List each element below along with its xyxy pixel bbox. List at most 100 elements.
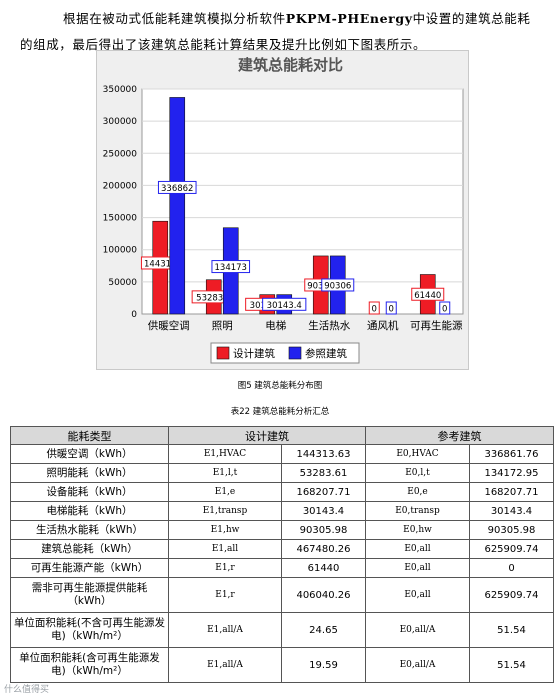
row-label: 建筑总能耗（kWh） <box>10 539 169 559</box>
design-value: 467480.26 <box>281 539 366 559</box>
row-label: 可再生能源产能（kWh） <box>10 558 169 578</box>
x-tick-label: 供暖空调 <box>148 319 190 332</box>
x-tick-label: 电梯 <box>265 319 286 332</box>
y-tick-label: 200000 <box>103 181 138 191</box>
reference-value: 30143.4 <box>469 501 554 521</box>
reference-symbol: E0,HVAC <box>365 444 470 464</box>
y-tick-label: 250000 <box>103 149 138 159</box>
legend-swatch-reference <box>288 346 302 360</box>
table-row: 建筑总能耗（kWh） E1,all 467480.26 E0,all 625909.74 <box>10 539 554 559</box>
header-energy-type: 能耗类型 <box>10 426 169 445</box>
data-label: 30143.4 <box>267 301 302 311</box>
y-tick-label: 300000 <box>103 117 138 127</box>
design-symbol: E1,transp <box>168 501 282 521</box>
table-row: 供暖空调（kWh） E1,HVAC 144313.63 E0,HVAC 336861.7… <box>10 444 554 464</box>
energy-comparison-chart: 建筑总能耗对比 0 50000 100000 150000 200000 250000 300… <box>96 50 469 370</box>
design-symbol: E1,e <box>168 482 282 502</box>
table-row: 照明能耗（kWh） E1,l,t 53283.61 E0,l,t 134172.95 <box>10 463 554 483</box>
reference-symbol: E0,all <box>365 558 470 578</box>
reference-symbol: E0,all/A <box>365 612 470 648</box>
design-symbol: E1,all <box>168 539 282 559</box>
data-label: 0 <box>442 305 447 315</box>
y-tick-label: 350000 <box>103 85 138 95</box>
reference-symbol: E0,transp <box>365 501 470 521</box>
row-label: 单位面积能耗(不含可再生能源发电)（kWh/m²） <box>10 612 169 648</box>
header-reference-building: 参考建筑 <box>365 426 554 445</box>
reference-value: 336861.76 <box>469 444 554 464</box>
data-label-box <box>439 301 451 315</box>
table-row: 电梯能耗（kWh） E1,transp 30143.4 E0,transp 30143.… <box>10 501 554 521</box>
design-symbol: E1,all/A <box>168 647 282 683</box>
x-tick-label: 照明 <box>212 320 233 332</box>
y-tick-label: 150000 <box>103 214 138 224</box>
legend-swatch-design <box>216 346 230 360</box>
x-tick-label: 可再生能源 <box>410 319 463 332</box>
table-row: 设备能耗（kWh） E1,e 168207.71 E0,e 168207.71 <box>10 482 554 502</box>
design-value: 61440 <box>281 558 366 578</box>
row-label: 供暖空调（kWh） <box>10 444 169 464</box>
reference-value: 168207.71 <box>469 482 554 502</box>
intro-rest: 中设置的建筑总能耗的组成，最后得出了该建筑总能耗计算结果及提升比例如下图表所示。 <box>20 11 531 52</box>
figure-caption: 图5 建筑总能耗分布图 <box>237 381 323 391</box>
data-label-box <box>321 278 355 292</box>
design-symbol: E1,all/A <box>168 612 282 648</box>
data-label: 0 <box>389 305 394 315</box>
chart-canvas: 建筑总能耗对比 0 50000 100000 150000 200000 250000 300… <box>103 56 464 364</box>
watermark: 什么值得买 <box>4 685 50 695</box>
table-row: 生活热水能耗（kWh） E1,hw 90305.98 E0,hw 90305.98 <box>10 520 554 540</box>
y-tick-label: 50000 <box>108 278 137 288</box>
x-tick-label: 生活热水 <box>308 319 350 332</box>
design-value: 90305.98 <box>281 520 366 540</box>
design-symbol: E1,hw <box>168 520 282 540</box>
reference-symbol: E0,hw <box>365 520 470 540</box>
design-symbol: E1,r <box>168 558 282 578</box>
row-label: 单位面积能耗(含可再生能源发电)（kWh/m²） <box>10 647 169 683</box>
design-value: 30143.4 <box>281 501 366 521</box>
data-label: 61440 <box>414 291 441 301</box>
data-label-box <box>211 260 251 274</box>
design-symbol: E1,l,t <box>168 463 282 483</box>
design-value: 406040.26 <box>281 577 366 613</box>
intro-lead: 根据在被动式低能耗建筑模拟分析软件 <box>63 11 286 26</box>
table-row: 单位面积能耗(不含可再生能源发电)（kWh/m²） E1,all/A 24.65 E0… <box>10 612 554 648</box>
data-label-box <box>411 287 445 301</box>
data-label-box <box>368 301 380 315</box>
reference-value: 625909.74 <box>469 577 554 613</box>
reference-bar <box>169 97 186 315</box>
design-value: 19.59 <box>281 647 366 683</box>
reference-symbol: E0,all <box>365 539 470 559</box>
table-row: 可再生能源产能（kWh） E1,r 61440 E0,all 0 <box>10 558 554 578</box>
design-value: 53283.61 <box>281 463 366 483</box>
data-label-box <box>262 297 307 311</box>
reference-symbol: E0,l,t <box>365 463 470 483</box>
table-row: 需非可再生能源提供能耗（kWh） E1,r 406040.26 E0,all 62590… <box>10 577 554 613</box>
design-value: 144313.63 <box>281 444 366 464</box>
data-label: 134173 <box>215 263 247 273</box>
reference-value: 51.54 <box>469 612 554 648</box>
row-label: 生活热水能耗（kWh） <box>10 520 169 540</box>
reference-symbol: E0,all/A <box>365 647 470 683</box>
reference-symbol: E0,all <box>365 577 470 613</box>
row-label: 设备能耗（kWh） <box>10 482 169 502</box>
data-label: 90306 <box>307 281 334 291</box>
design-symbol: E1,HVAC <box>168 444 282 464</box>
x-tick-label: 通风机 <box>367 319 399 332</box>
y-tick-label: 0 <box>131 310 137 320</box>
legend-box <box>210 342 360 364</box>
chart-title: 建筑总能耗对比 <box>238 56 343 74</box>
legend-label-design: 设计建筑 <box>233 347 275 360</box>
data-label: 53283.6 <box>196 293 231 303</box>
reference-value: 134172.95 <box>469 463 554 483</box>
table-header-row: 能耗类型 设计建筑 参考建筑 <box>10 426 554 445</box>
energy-summary-table: 能耗类型 设计建筑 参考建筑 供暖空调（kWh） E1,HVAC 144313.63… <box>10 426 554 683</box>
data-label: 144314 <box>144 259 176 269</box>
data-label: 0 <box>372 305 377 315</box>
intro-paragraph: 根据在被动式低能耗建筑模拟分析软件PKPM-PHEnergy中设置的建筑总能耗的… <box>20 6 540 58</box>
row-label: 照明能耗（kWh） <box>10 463 169 483</box>
design-value: 24.65 <box>281 612 366 648</box>
software-name: PKPM-PHEnergy <box>285 11 413 26</box>
data-label: 336862 <box>161 184 193 194</box>
design-value: 168207.71 <box>281 482 366 502</box>
row-label: 需非可再生能源提供能耗（kWh） <box>10 577 169 613</box>
reference-value: 51.54 <box>469 647 554 683</box>
